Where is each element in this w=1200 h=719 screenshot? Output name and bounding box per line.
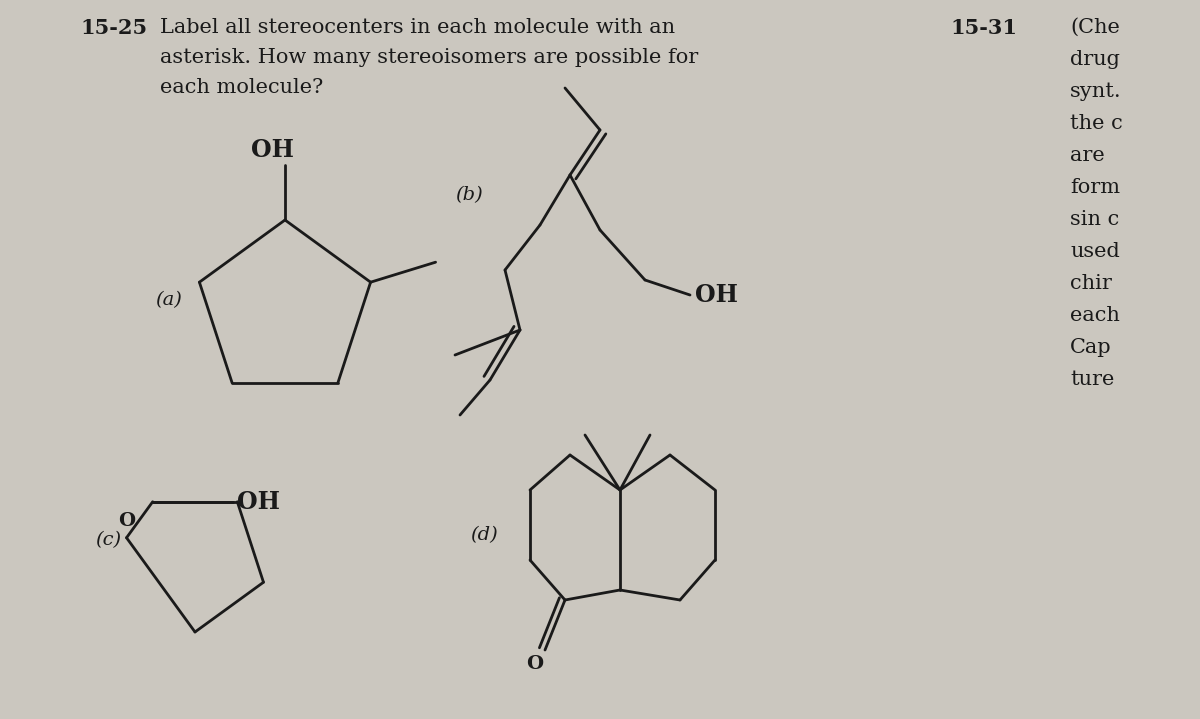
Text: sin c: sin c [1070, 210, 1120, 229]
Text: OH: OH [252, 138, 294, 162]
Text: the c: the c [1070, 114, 1123, 133]
Text: each: each [1070, 306, 1120, 325]
Text: (a): (a) [155, 291, 182, 309]
Text: synt.: synt. [1070, 82, 1122, 101]
Text: (d): (d) [470, 526, 498, 544]
Text: Label all stereocenters in each molecule with an: Label all stereocenters in each molecule… [160, 18, 676, 37]
Text: Cap: Cap [1070, 338, 1111, 357]
Text: (c): (c) [95, 531, 121, 549]
Text: 15-25: 15-25 [80, 18, 148, 38]
Text: form: form [1070, 178, 1120, 197]
Text: O: O [527, 655, 544, 673]
Text: asterisk. How many stereoisomers are possible for: asterisk. How many stereoisomers are pos… [160, 48, 698, 67]
Text: are: are [1070, 146, 1105, 165]
Text: OH: OH [695, 283, 738, 307]
Text: O: O [118, 512, 136, 530]
Text: used: used [1070, 242, 1120, 261]
Text: chir: chir [1070, 274, 1112, 293]
Text: drug: drug [1070, 50, 1120, 69]
Text: (b): (b) [455, 186, 482, 204]
Text: (Che: (Che [1070, 18, 1120, 37]
Text: ture: ture [1070, 370, 1115, 389]
Text: each molecule?: each molecule? [160, 78, 323, 97]
Text: OH: OH [236, 490, 280, 514]
Text: 15-31: 15-31 [950, 18, 1018, 38]
